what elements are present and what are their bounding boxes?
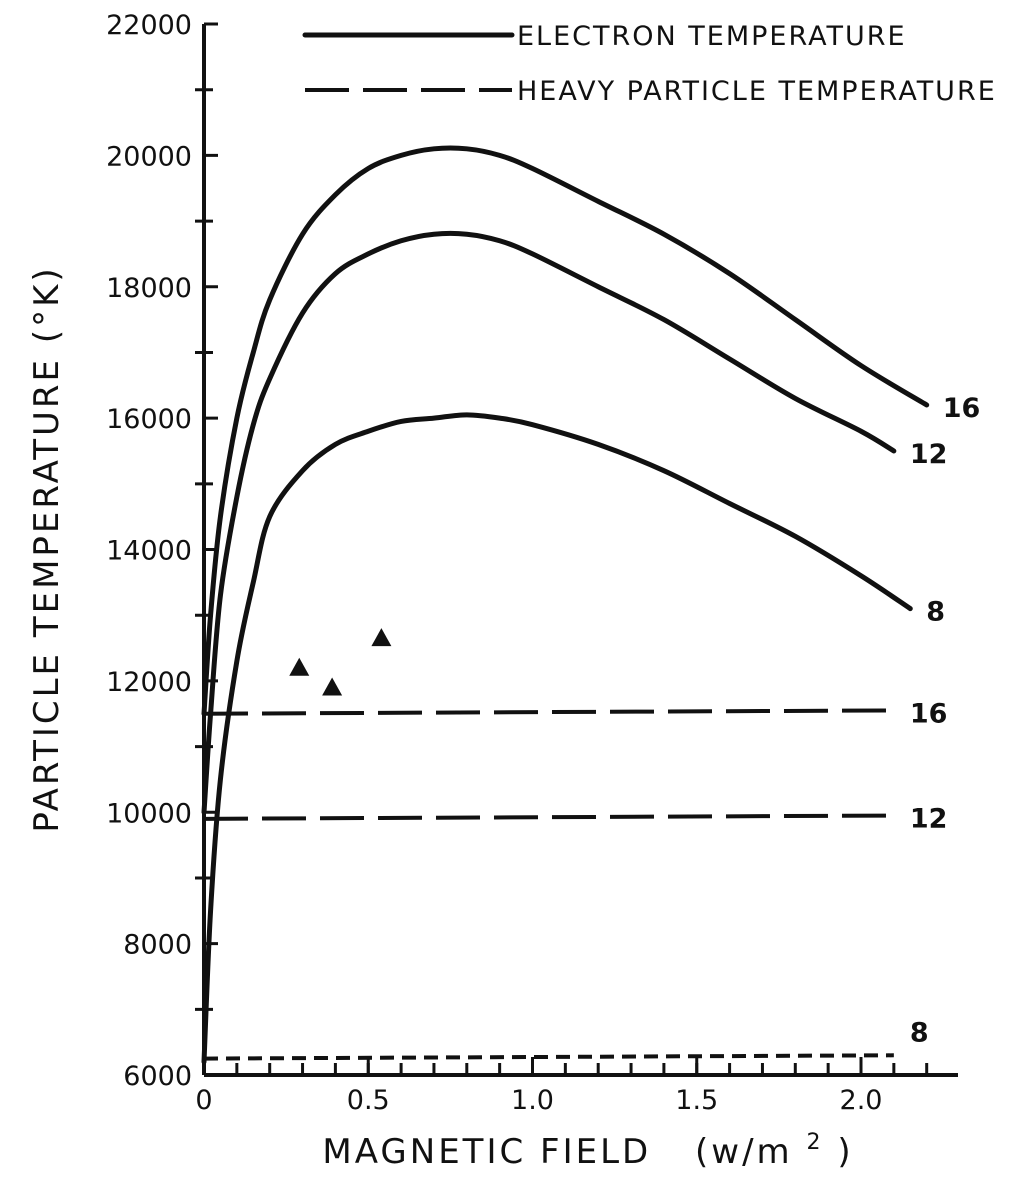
y-tick-label: 16000	[106, 404, 192, 435]
y-axis-title: PARTICLE TEMPERATURE (°K)	[27, 265, 67, 832]
electron-series-label-12: 12	[910, 439, 948, 470]
y-ticks: 6000 8000 10000 12000 14000 16000 18000 20000 22…	[106, 10, 218, 1092]
heavy-series-label-8: 8	[910, 1017, 929, 1048]
legend: ELECTRON TEMPERATURE HEAVY PARTICLE TEMP…	[302, 21, 997, 107]
y-tick-label: 22000	[106, 10, 192, 41]
series-labels: 16 12 8 16 12 8	[910, 393, 980, 1048]
y-tick-label: 12000	[106, 667, 192, 698]
y-tick-label: 18000	[106, 273, 192, 304]
heavy-particle-temp-line-16	[203, 708, 894, 716]
x-axis-title: MAGNETIC FIELD (w/m 2 )	[322, 1118, 853, 1172]
data-point-triangle	[322, 677, 343, 696]
heavy-particle-temp-line-12	[203, 813, 894, 821]
x-axis-title-unit-prefix: (w/m	[695, 1132, 793, 1172]
legend-label-electron: ELECTRON TEMPERATURE	[517, 21, 907, 52]
electron-series-label-16: 16	[943, 393, 981, 424]
y-tick-label: 20000	[106, 141, 192, 172]
heavy-series-label-12: 12	[910, 804, 948, 835]
y-tick-label: 14000	[106, 536, 192, 567]
y-tick-label: 8000	[123, 930, 192, 961]
legend-label-heavy: HEAVY PARTICLE TEMPERATURE	[517, 76, 997, 107]
x-tick-label: 1.5	[675, 1085, 718, 1116]
x-axis-title-main: MAGNETIC FIELD	[322, 1132, 651, 1172]
electron-temp-line-8	[201, 412, 913, 1065]
x-axis-title-unit-sup: 2	[807, 1130, 824, 1155]
electron-temp-line-12	[201, 230, 897, 815]
x-tick-label: 0.5	[347, 1085, 390, 1116]
axes	[202, 24, 958, 1077]
y-tick-label: 6000	[123, 1061, 192, 1092]
data-point-triangle	[371, 628, 392, 647]
data-point-triangle	[289, 657, 310, 676]
markers	[289, 628, 392, 696]
electron-temp-line-16	[201, 145, 930, 717]
x-tick-label: 2.0	[840, 1085, 883, 1116]
y-tick-label: 10000	[106, 798, 192, 829]
electron-series-label-8: 8	[926, 597, 945, 628]
x-tick-label: 0	[195, 1085, 212, 1116]
x-tick-label: 1.0	[511, 1085, 554, 1116]
heavy-series-label-16: 16	[910, 698, 948, 729]
x-ticks: 0 0.5 1.0 1.5 2.0	[195, 1057, 929, 1116]
heavy-particle-temp-line-8	[203, 1053, 894, 1061]
x-axis-title-unit-suffix: )	[837, 1132, 853, 1172]
series-layer	[201, 145, 930, 1065]
